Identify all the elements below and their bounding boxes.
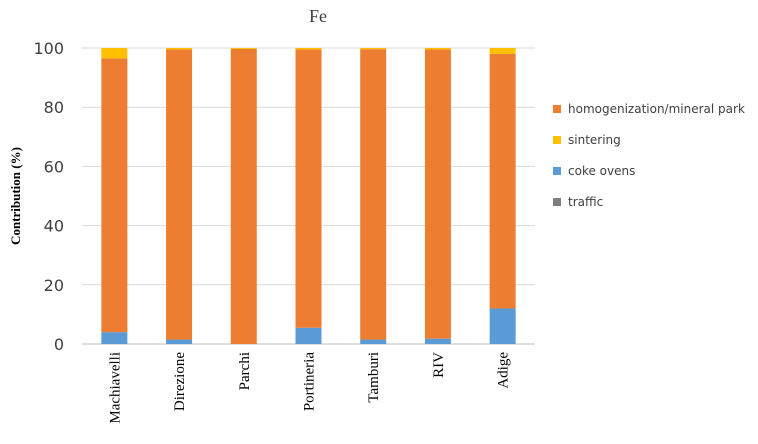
y-tick-label: 40 [44,217,64,236]
bar-sintering-adige [489,48,516,54]
bar-coke-ovens-riv [424,338,451,344]
x-axis-ticks: Machiavelli Direzione Parchi Portineria Tamb… [107,352,511,424]
bar-sintering-portineria [295,48,322,50]
y-tick-label: 0 [54,335,64,354]
y-tick-label: 100 [33,39,64,58]
bar-coke-ovens-machiavelli [101,332,128,344]
y-axis-label: Contribution (%) [8,147,23,245]
legend-swatch [553,105,561,113]
bar-sintering-direzione [166,48,193,50]
bar-homogenization-mineral-park-direzione [166,49,193,340]
x-tick-label: Parchi [237,352,253,390]
bar-homogenization-mineral-park-riv [424,49,451,339]
legend-label: sintering [568,133,621,147]
bar-homogenization-mineral-park-adige [489,53,516,309]
x-tick-label: RIV [431,352,447,378]
y-axis-ticks: 0 20 40 60 80 100 [33,39,64,354]
x-tick-label: Machiavelli [107,352,123,424]
legend-label: homogenization/mineral park [568,102,745,116]
bars-group [101,48,516,344]
bar-homogenization-mineral-park-portineria [295,49,322,328]
legend-label: coke ovens [568,164,635,178]
legend-swatch [553,167,561,175]
y-tick-label: 60 [44,157,64,176]
bar-homogenization-mineral-park-tamburi [360,49,387,340]
bar-coke-ovens-tamburi [360,339,387,344]
chart-title: Fe [309,6,327,26]
bar-homogenization-mineral-park-machiavelli [101,58,128,333]
bar-sintering-parchi [230,48,257,49]
y-tick-label: 80 [44,98,64,117]
x-tick-label: Tamburi [366,352,382,403]
legend-swatch [553,136,561,144]
legend-label: traffic [568,195,603,209]
legend-swatch [553,198,561,206]
bar-sintering-tamburi [360,48,387,50]
legend: homogenization/mineral park sintering coke… [553,102,745,209]
x-tick-label: Portineria [302,352,318,411]
y-tick-label: 20 [44,276,64,295]
bar-sintering-riv [424,48,451,50]
bar-sintering-machiavelli [101,48,128,59]
bar-coke-ovens-adige [489,308,516,344]
x-tick-label: Direzione [172,352,188,411]
bar-coke-ovens-portineria [295,327,322,344]
bar-homogenization-mineral-park-parchi [230,48,257,344]
bar-coke-ovens-direzione [166,339,193,344]
x-tick-label: Adige [496,352,512,389]
